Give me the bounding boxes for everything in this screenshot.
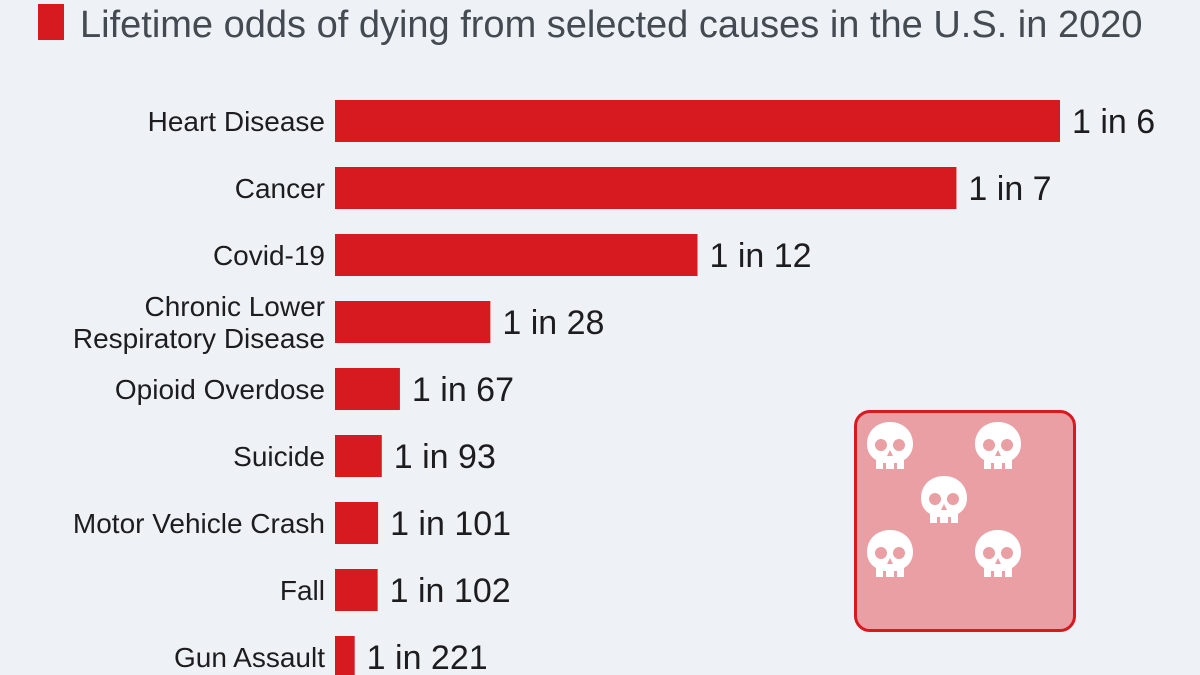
value-label: 1 in 102 <box>390 572 511 610</box>
bar-4 <box>335 368 400 410</box>
value-label: 1 in 93 <box>394 438 496 476</box>
value-label: 1 in 7 <box>968 170 1051 208</box>
bar-6 <box>335 502 379 544</box>
bar-0 <box>335 100 1060 142</box>
value-label: 1 in 101 <box>390 505 511 543</box>
skull-icon <box>863 527 917 581</box>
category-label: Cancer <box>235 173 325 204</box>
category-label: Gun Assault <box>174 642 325 673</box>
bar-2 <box>335 234 698 276</box>
title-accent-bar <box>38 4 64 40</box>
skull-icon <box>863 419 917 473</box>
skull-icon <box>971 419 1025 473</box>
value-label: 1 in 221 <box>367 639 488 675</box>
bar-1 <box>335 167 957 209</box>
category-label: Heart Disease <box>148 106 325 137</box>
bar-8 <box>335 636 355 675</box>
chart-title: Lifetime odds of dying from selected cau… <box>80 4 1143 46</box>
category-label: Chronic Lower Respiratory Disease <box>73 291 325 354</box>
value-label: 1 in 67 <box>412 371 514 409</box>
value-label: 1 in 12 <box>710 237 812 275</box>
category-label: Opioid Overdose <box>115 374 325 405</box>
category-label: Fall <box>280 575 325 606</box>
bar-5 <box>335 435 382 477</box>
category-label: Motor Vehicle Crash <box>73 508 325 539</box>
bar-3 <box>335 301 491 343</box>
dice-with-skulls-icon <box>854 410 1076 632</box>
bar-7 <box>335 569 378 611</box>
skull-icon <box>971 527 1025 581</box>
category-label: Suicide <box>233 441 325 472</box>
value-label: 1 in 28 <box>502 304 604 342</box>
category-label: Covid-19 <box>213 240 325 271</box>
value-label: 1 in 6 <box>1072 103 1155 141</box>
skull-icon <box>917 473 971 527</box>
